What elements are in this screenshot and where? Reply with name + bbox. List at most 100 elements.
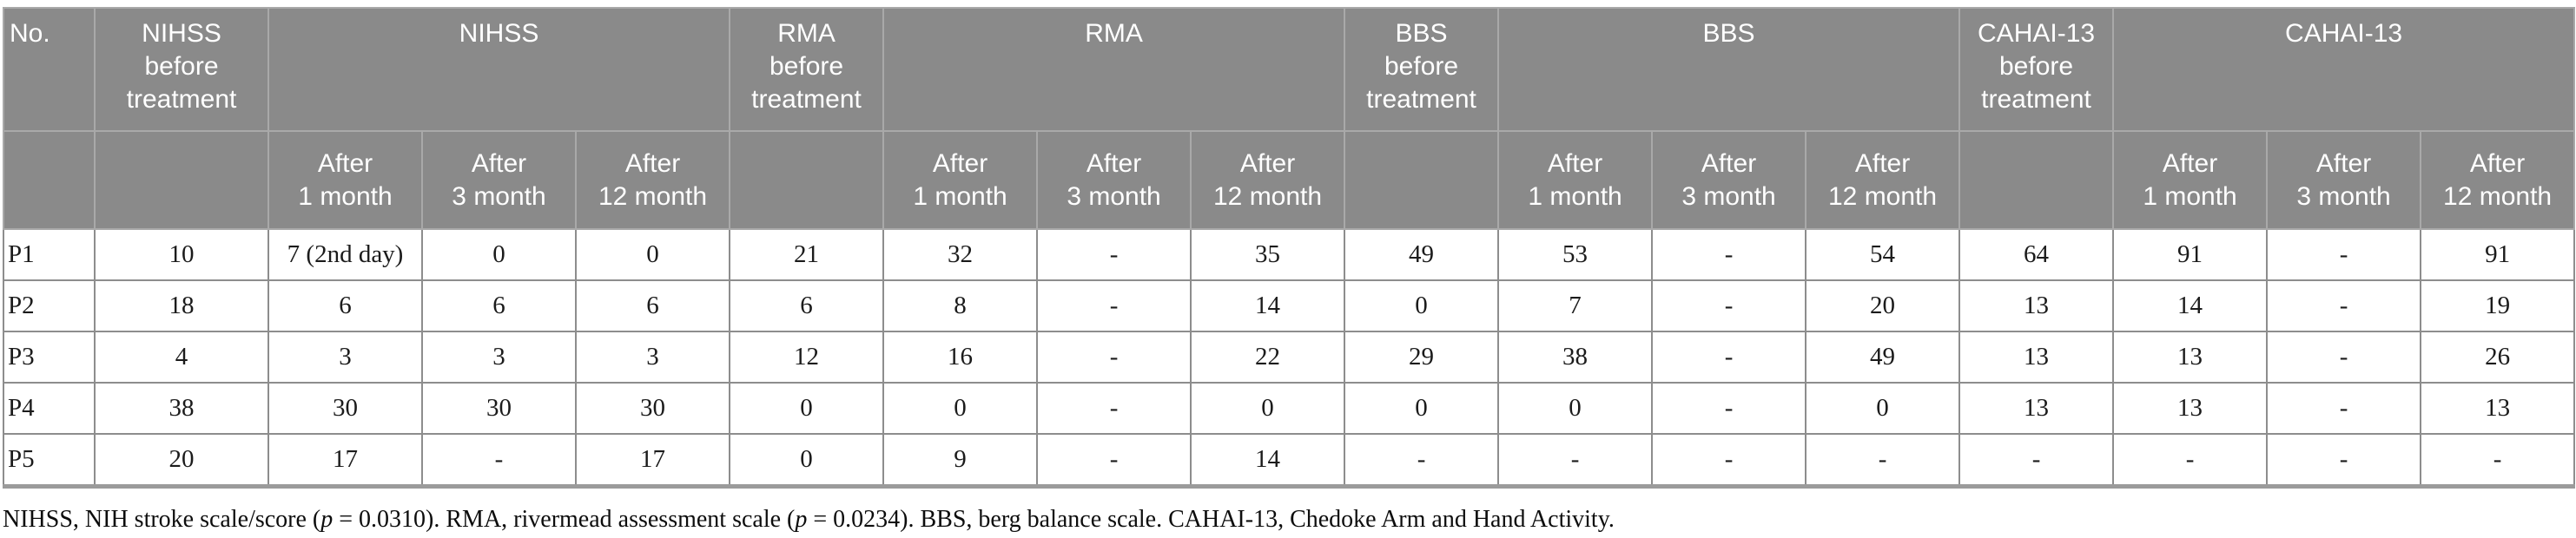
footnote-p-italic: p [795,506,808,533]
score-cell: 64 [1958,228,2115,281]
score-cell: 6 [574,279,731,332]
score-cell: 13 [2420,382,2576,435]
score-cell: 38 [1497,331,1654,384]
score-cell: 35 [1190,228,1346,281]
score-cell: 3 [421,331,577,384]
header-no: No. [3,7,96,132]
score-cell: 17 [574,433,731,488]
header-rma-group: RMA [882,7,1346,132]
score-cell: 49 [1344,228,1500,281]
score-cell: - [2112,433,2269,488]
subheader-after-12-month-16: After 12 month [2420,130,2576,230]
score-cell: 20 [1805,279,1961,332]
score-cell: - [1958,433,2115,488]
table-row-p3: P3 4 3 3 3 12 16-22 29 38-49 13 13-26 [3,331,2576,384]
patient-id-cell: P4 [3,382,96,435]
score-cell: 30 [268,382,423,435]
score-cell: 54 [1805,228,1961,281]
score-cell: - [1805,433,1961,488]
subheader-after-12-month-8: After 12 month [1190,130,1346,230]
score-cell: 22 [1190,331,1346,384]
footnote-text: = 0.0234). BBS, berg balance scale. CAHA… [807,506,1615,533]
score-cell: 30 [574,382,731,435]
table-header: No. NIHSS before treatment NIHSS RMA before… [3,7,2576,230]
header-bbs-before-treatment: BBS before treatment [1344,7,1500,132]
subheader-after-3-month-7: After 3 month [1036,130,1192,230]
subheader-empty-1 [94,130,269,230]
header-rma-before-treatment: RMA before treatment [729,7,885,132]
subheader-empty-0 [3,130,96,230]
score-cell: 3 [268,331,423,384]
subheader-after-1-month-14: After 1 month [2112,130,2269,230]
score-cell: 91 [2420,228,2576,281]
table-row-p1: P1 10 7 (2nd day) 0 0 21 32-35 49 53-54 64 91-91 [3,228,2576,281]
header-bbs-group: BBS [1497,7,1961,132]
table-figure: No. NIHSS before treatment NIHSS RMA before… [3,7,2576,534]
score-cell: 0 [1344,279,1500,332]
score-cell: 12 [729,331,885,384]
header-cahai-13-group: CAHAI-13 [2112,7,2576,132]
score-cell: 14 [1190,279,1346,332]
score-cell: - [2266,382,2422,435]
score-cell: 0 [421,228,577,281]
score-cell: 8 [882,279,1039,332]
score-cell: 29 [1344,331,1500,384]
subheader-empty-13 [1958,130,2115,230]
score-cell: 0 [1497,382,1654,435]
score-cell: 13 [2112,331,2269,384]
header-cahai-13-before-treatment: CAHAI-13 before treatment [1958,7,2115,132]
score-cell: - [2266,331,2422,384]
score-cell: 0 [574,228,731,281]
score-cell: - [2420,433,2576,488]
patient-id-cell: P5 [3,433,96,488]
table-row-p2: P2 18 6 6 6 6 8-14 0 7-20 13 14-19 [3,279,2576,332]
header-row-1: No. NIHSS before treatment NIHSS RMA before… [3,7,2576,132]
score-cell: 91 [2112,228,2269,281]
patient-id-cell: P2 [3,279,96,332]
subheader-empty-9 [1344,130,1500,230]
subheader-after-1-month-6: After 1 month [882,130,1039,230]
footnote-text: = 0.0310). RMA, rivermead assessment sca… [333,506,796,533]
score-cell: 13 [2112,382,2269,435]
score-cell: - [1036,279,1192,332]
score-cell: 19 [2420,279,2576,332]
score-cell: - [2266,279,2422,332]
score-cell: 13 [1958,331,2115,384]
header-nihss-before-treatment: NIHSS before treatment [94,7,269,132]
subheader-after-1-month-10: After 1 month [1497,130,1654,230]
score-cell: 14 [1190,433,1346,488]
table-row-p4: P4 38 30 30 30 0 0-0 0 0-0 13 13-13 [3,382,2576,435]
score-cell: 38 [94,382,269,435]
score-cell: - [1036,382,1192,435]
header-nihss-group: NIHSS [267,7,731,132]
score-cell: - [1036,331,1192,384]
score-cell: 17 [268,433,423,488]
header-row-2: After 1 month After 3 month After 12 month… [3,130,2576,230]
score-cell: 7 (2nd day) [268,228,423,281]
footnote-text: NIHSS, NIH stroke scale/score ( [3,506,321,533]
patient-id-cell: P1 [3,228,96,281]
score-cell: 21 [729,228,885,281]
score-cell: 0 [1190,382,1346,435]
patient-id-cell: P3 [3,331,96,384]
score-cell: 6 [268,279,423,332]
score-cell: 30 [421,382,577,435]
score-cell: - [421,433,577,488]
score-cell: 0 [1344,382,1500,435]
score-cell: 9 [882,433,1039,488]
subheader-after-3-month-15: After 3 month [2266,130,2422,230]
score-cell: 53 [1497,228,1654,281]
score-cell: 16 [882,331,1039,384]
score-cell: 32 [882,228,1039,281]
score-cell: 13 [1958,279,2115,332]
footnote-p-italic: p [320,506,334,533]
score-cell: 0 [729,433,885,488]
score-cell: 14 [2112,279,2269,332]
score-cell: 10 [94,228,269,281]
subheader-after-3-month-3: After 3 month [421,130,577,230]
score-cell: - [1651,433,1807,488]
score-cell: - [1036,433,1192,488]
subheader-after-1-month-2: After 1 month [268,130,423,230]
score-cell: 6 [729,279,885,332]
table-body: P1 10 7 (2nd day) 0 0 21 32-35 49 53-54 64 91-91 P2… [3,228,2576,488]
